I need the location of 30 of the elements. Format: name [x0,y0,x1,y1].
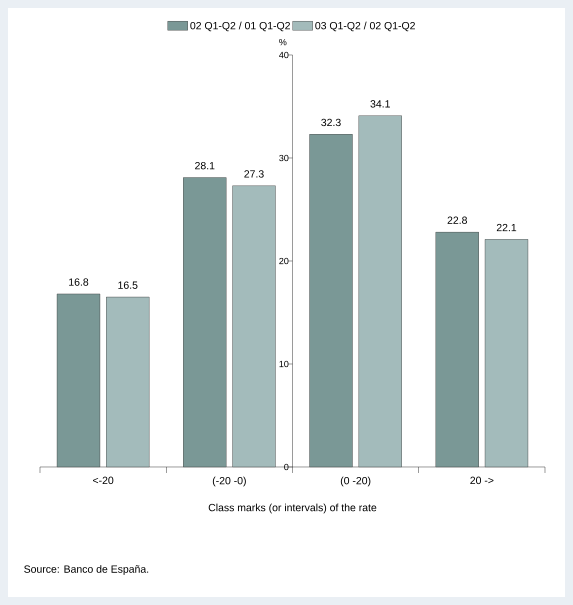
data-label: 34.1 [370,100,390,108]
bar [309,134,353,468]
y-tick-label: 10 [280,360,288,368]
data-label: 16.5 [118,281,138,289]
y-tick-label: 30 [279,154,288,162]
data-label: 32.3 [321,118,341,126]
bar [436,232,479,468]
y-tick-label: 0 [284,464,288,470]
legend-label: 03 Q1-Q2 / 02 Q1-Q2 [315,22,415,32]
data-label: 27.3 [244,170,264,178]
bar [232,186,276,468]
bar [56,294,100,468]
y-tick-label: 40 [279,52,288,58]
bar [106,296,150,468]
x-tick-label: 20 -> [470,476,494,484]
x-tick-label: <-20 [93,476,114,484]
source-note: Source: Banco de España. [24,565,148,575]
legend-label: 02 Q1-Q2 / 01 Q1-Q2 [190,22,290,32]
x-tick-label: (-20 -0) [212,476,246,486]
bar [484,239,528,468]
data-label: 28.1 [195,162,214,170]
data-label: 22.8 [448,216,467,224]
y-tick-label: 20 [279,258,288,264]
data-label: 16.8 [69,278,88,286]
bar [183,177,226,468]
y-axis-title: % [279,39,286,46]
x-tick-label: (0 -20) [340,476,370,486]
x-axis-title: Class marks (or intervals) of the rate [208,504,376,514]
data-label: 22.1 [496,224,516,232]
bar [358,116,402,468]
